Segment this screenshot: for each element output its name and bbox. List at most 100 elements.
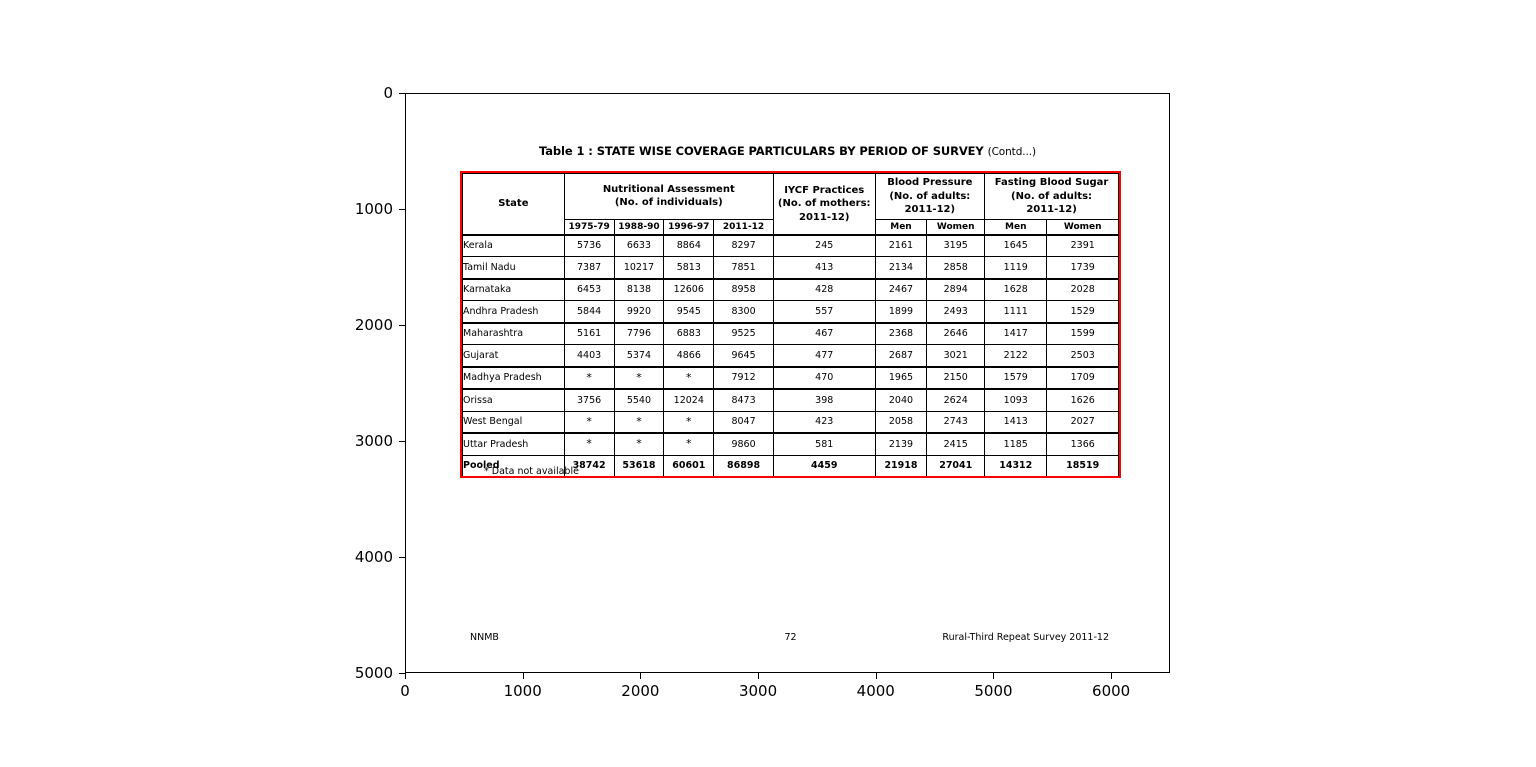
cell-iycf: 398	[772, 388, 876, 412]
table-head: State Nutritional Assessment (No. of ind…	[462, 172, 1119, 236]
data-not-available-marker: *	[686, 370, 692, 384]
header-fbs-men: Men	[984, 218, 1048, 236]
cell-fbs-men: 1413	[984, 410, 1048, 434]
data-not-available-marker: *	[636, 414, 642, 428]
survey-table: State Nutritional Assessment (No. of ind…	[462, 172, 1119, 477]
header-bp-line1: Blood Pressure	[887, 177, 973, 188]
cell-nutritional-assessment-1: 3756	[563, 388, 615, 412]
y-axis-tick	[399, 209, 405, 210]
header-period-2: 1988-90	[613, 218, 665, 236]
table-row: West Bengal * * * 8047 423 2058 2743 1413 2027	[462, 410, 1119, 434]
cell-nutritional-assessment-2: *	[613, 432, 665, 456]
x-axis-tick	[405, 673, 406, 679]
cell-nutritional-assessment-3: *	[663, 410, 715, 434]
cell-nutritional-assessment-1: 7387	[563, 256, 615, 280]
cell-nutritional-assessment-1: *	[563, 410, 615, 434]
header-row-main: State Nutritional Assessment (No. of ind…	[462, 172, 1119, 236]
header-row-sub: 1975-79 1988-90 1996-97 2011-12 Men Wome…	[463, 218, 1119, 236]
cell-bp-women: 2624	[926, 388, 986, 412]
cell-nutritional-assessment-3: *	[663, 432, 715, 456]
cell-nutritional-assessment-1: 5844	[563, 300, 615, 324]
header-iycf: IYCF Practices (No. of mothers: 2011-12)	[772, 172, 876, 236]
header-fbs-line1: Fasting Blood Sugar	[994, 177, 1109, 188]
cell-iycf: 477	[772, 344, 876, 368]
cell-bp-women: 2150	[926, 365, 986, 390]
header-iycf-line2: (No. of mothers:	[777, 198, 871, 210]
cell-state: Madhya Pradesh	[462, 365, 565, 390]
cell-bp-women: 2493	[926, 300, 986, 324]
table-row: Andhra Pradesh 5844 9920 9545 8300 557 1899 249…	[462, 300, 1119, 324]
footer-left: NNMB	[470, 632, 499, 643]
cell-bp-men: 1899	[874, 300, 928, 324]
data-not-available-marker: *	[586, 437, 592, 451]
cell-state: Karnataka	[462, 277, 565, 302]
cell-fbs-women: 1366	[1046, 432, 1119, 456]
cell-bp-men: 2368	[874, 321, 928, 346]
cell-nutritional-assessment-4: 8958	[713, 277, 774, 302]
cell-fbs-men: 14312	[984, 454, 1048, 477]
y-axis-tick	[399, 673, 405, 674]
table-row: Gujarat 4403 5374 4866 9645 477 2687 3021 2122 25…	[462, 344, 1119, 368]
cell-nutritional-assessment-1: 5161	[563, 321, 615, 346]
table-row: Orissa 3756 5540 12024 8473 398 2040 2624 1093 16…	[462, 388, 1119, 412]
cell-nutritional-assessment-3: 5813	[663, 256, 715, 280]
header-bp-women: Women	[926, 218, 986, 236]
y-axis-tick-label: 1000	[354, 200, 393, 218]
cell-state: Gujarat	[462, 344, 565, 368]
survey-table-container: State Nutritional Assessment (No. of ind…	[460, 171, 1121, 479]
cell-bp-men: 2040	[874, 388, 928, 412]
y-axis-tick-label: 4000	[354, 548, 393, 566]
x-axis-tick-label: 6000	[1092, 682, 1131, 700]
cell-fbs-women: 1739	[1046, 256, 1119, 280]
cell-bp-women: 2743	[926, 410, 986, 434]
cell-nutritional-assessment-1: 4403	[563, 344, 615, 368]
y-axis-tick	[399, 441, 405, 442]
x-axis-tick-label: 3000	[738, 682, 778, 700]
cell-nutritional-assessment-2: 10217	[613, 256, 665, 280]
cell-state: West Bengal	[462, 410, 565, 434]
cell-nutritional-assessment-4: 8473	[713, 388, 774, 412]
header-fasting-blood-sugar: Fasting Blood Sugar (No. of adults: 2011…	[984, 173, 1119, 220]
table-title: Table 1 : STATE WISE COVERAGE PARTICULAR…	[406, 144, 1169, 158]
cell-bp-men: 2467	[874, 277, 928, 302]
cell-nutritional-assessment-2: 8138	[613, 277, 665, 302]
cell-nutritional-assessment-2: *	[613, 365, 665, 390]
cell-bp-women: 3195	[926, 233, 986, 258]
cell-nutritional-assessment-3: 6883	[663, 321, 715, 346]
x-axis-tick	[875, 673, 877, 679]
header-bp-line2: (No. of adults:	[889, 190, 971, 202]
header-na-line2: (No. of individuals)	[614, 197, 723, 209]
cell-nutritional-assessment-4: 8300	[713, 300, 774, 324]
y-axis-tick-label: 0	[383, 84, 393, 102]
y-axis-tick-label: 5000	[354, 664, 393, 682]
cell-iycf: 413	[772, 256, 876, 280]
y-axis-tick-label: 3000	[354, 432, 393, 450]
cell-nutritional-assessment-4: 9645	[713, 344, 774, 368]
header-fbs-line3: 2011-12)	[1026, 204, 1077, 215]
cell-fbs-men: 1579	[984, 365, 1048, 390]
cell-state: Andhra Pradesh	[462, 300, 565, 324]
y-axis-tick	[399, 557, 405, 558]
cell-nutritional-assessment-3: 60601	[663, 454, 715, 477]
cell-fbs-women: 2391	[1046, 233, 1119, 258]
cell-fbs-women: 2027	[1046, 410, 1119, 434]
cell-bp-men: 1965	[874, 365, 928, 390]
cell-nutritional-assessment-2: 5374	[613, 344, 665, 368]
header-fbs-line2: (No. of adults:	[1011, 190, 1093, 202]
cell-nutritional-assessment-1: *	[563, 432, 615, 456]
y-axis-tick-label: 2000	[354, 316, 393, 334]
table-row: Tamil Nadu 7387 10217 5813 7851 413 2134 2858 11…	[462, 256, 1119, 280]
cell-bp-men: 2687	[874, 344, 928, 368]
cell-bp-men: 21918	[874, 454, 928, 477]
cell-state: Maharashtra	[462, 321, 565, 346]
table-body: Kerala 5736 6633 8864 8297 245 2161 3195 1645 239…	[462, 233, 1119, 477]
cell-nutritional-assessment-4: 9525	[713, 321, 774, 346]
cell-bp-women: 2646	[926, 321, 986, 346]
table-row: Kerala 5736 6633 8864 8297 245 2161 3195 1645 239…	[462, 233, 1119, 258]
cell-nutritional-assessment-3: 9545	[663, 300, 715, 324]
cell-fbs-women: 1529	[1046, 300, 1119, 324]
cell-nutritional-assessment-2: 6633	[613, 233, 665, 258]
cell-fbs-men: 1119	[984, 256, 1048, 280]
cell-state: Orissa	[462, 388, 565, 412]
